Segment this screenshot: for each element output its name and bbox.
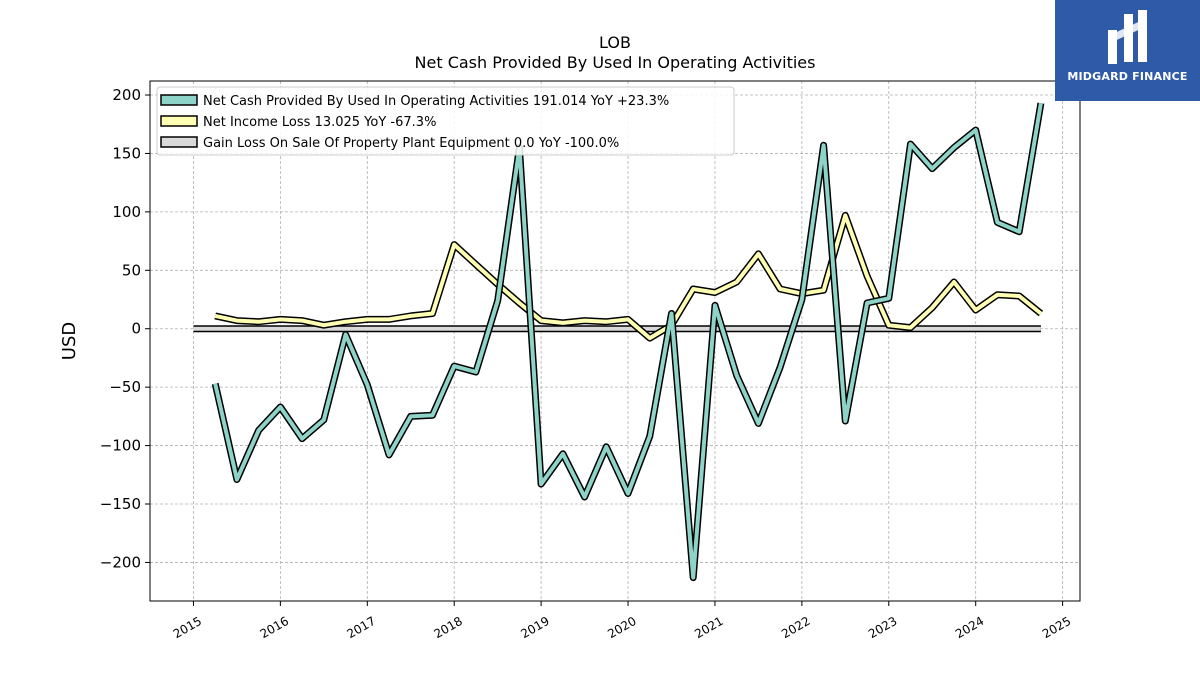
y-tick-label: −100 — [100, 437, 141, 455]
legend-swatch — [160, 136, 198, 148]
y-tick-label: 150 — [112, 144, 141, 162]
y-tick-label: 0 — [131, 320, 141, 338]
x-tick-label: 2015 — [171, 614, 204, 641]
x-tick-label: 2025 — [1040, 614, 1073, 641]
legend-label: Gain Loss On Sale Of Property Plant Equi… — [203, 136, 619, 151]
x-tick-label: 2018 — [431, 614, 464, 641]
y-tick-label: −150 — [100, 495, 141, 513]
x-tick-label: 2016 — [258, 614, 291, 641]
series-group — [193, 102, 1045, 582]
x-tick-label: 2020 — [605, 614, 638, 641]
x-tick-label: 2024 — [953, 614, 986, 641]
plot-frame — [149, 80, 1081, 602]
x-axis: 2015 2016 2017 2018 2019 2020 2021 2022 2023 2024… — [171, 601, 1073, 641]
legend-label: Net Income Loss 13.025 YoY -67.3% — [203, 115, 436, 130]
chart-subtitle: Net Cash Provided By Used In Operating A… — [415, 53, 816, 72]
series-line — [214, 213, 1043, 341]
y-tick-label: 100 — [112, 203, 141, 221]
y-tick-label: −200 — [100, 553, 141, 571]
legend-box — [156, 86, 735, 156]
x-tick-label: 2017 — [345, 614, 378, 641]
x-tick-label: 2023 — [866, 614, 899, 641]
legend: Net Cash Provided By Used In Operating A… — [156, 86, 735, 156]
legend-label: Net Cash Provided By Used In Operating A… — [203, 94, 669, 109]
y-tick-label: −50 — [109, 378, 141, 396]
x-tick-label: 2019 — [518, 614, 551, 641]
y-tick-label: 200 — [112, 86, 141, 104]
y-axis: 200 150 100 50 0 −50 −100 −150 −200 — [100, 86, 150, 571]
legend-swatch — [160, 115, 198, 127]
x-tick-label: 2022 — [779, 614, 812, 641]
logo-mark-icon — [1108, 10, 1147, 64]
y-tick-label: 50 — [122, 261, 141, 279]
y-axis-label: USD — [59, 322, 80, 360]
logo-text: MIDGARD FINANCE — [1067, 70, 1188, 83]
brand-logo: MIDGARD FINANCE — [1055, 0, 1200, 101]
chart-title: LOB — [599, 33, 631, 52]
x-tick-label: 2021 — [692, 614, 725, 641]
legend-swatch — [160, 94, 198, 106]
series-line — [213, 102, 1043, 580]
